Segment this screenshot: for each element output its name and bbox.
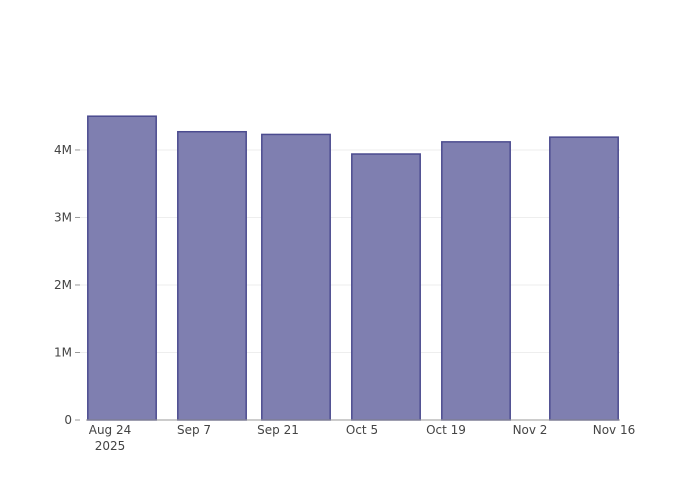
bar (549, 136, 619, 421)
bar (177, 130, 247, 421)
gridlines (80, 149, 620, 353)
bars (87, 115, 619, 421)
y-tick-label: 0 (64, 413, 72, 427)
bar (87, 115, 157, 421)
x-tick-label: Sep 7 (177, 423, 211, 437)
x-axis-ticks: Aug 24 2025 Sep 7 Sep 21 Oct 5 Oct 19 Nov 2 Nov… (89, 423, 636, 453)
bar (441, 141, 511, 421)
x-tick-label: Aug 24 (89, 423, 132, 437)
bar (351, 153, 421, 421)
y-tick-label: 4M (54, 143, 72, 157)
x-tick-year-label: 2025 (95, 439, 126, 453)
y-tick-label: 1M (54, 345, 72, 359)
y-axis-ticks: 0 1M 2M 3M 4M (54, 143, 80, 427)
x-tick-label: Oct 5 (346, 423, 378, 437)
bar (261, 133, 331, 421)
x-tick-label: Sep 21 (257, 423, 299, 437)
y-tick-label: 2M (54, 278, 72, 292)
y-tick-label: 3M (54, 210, 72, 224)
x-tick-label: Nov 2 (513, 423, 548, 437)
x-tick-label: Nov 16 (593, 423, 636, 437)
x-tick-label: Oct 19 (426, 423, 466, 437)
